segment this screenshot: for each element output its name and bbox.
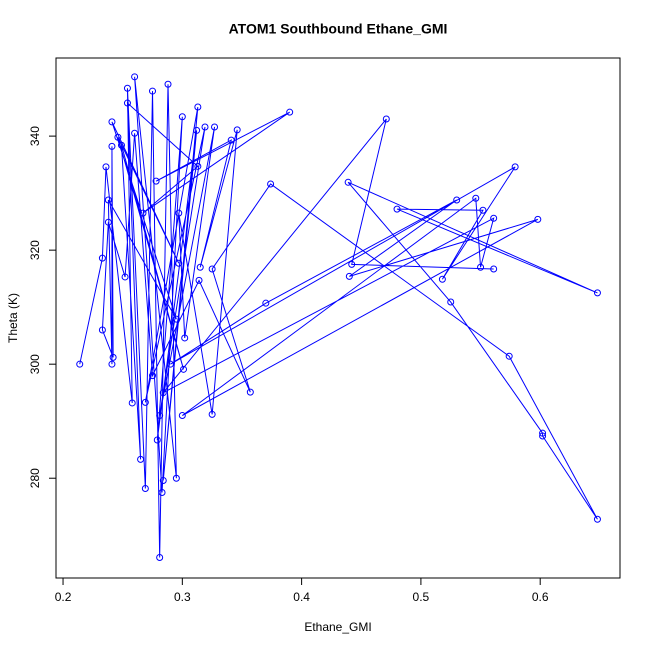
point (344, 178, 352, 186)
point (137, 455, 145, 463)
point (158, 488, 166, 496)
point (102, 163, 110, 171)
point (172, 315, 180, 323)
point (477, 263, 485, 271)
x-tick-label: 0.6 (532, 590, 549, 604)
point (156, 553, 164, 561)
series-line (79, 76, 598, 558)
point (453, 196, 461, 204)
y-axis-label: Theta (K) (6, 293, 20, 343)
y-tick-label: 340 (28, 126, 42, 146)
x-axis-label: Ethane_GMI (304, 620, 371, 634)
point (593, 515, 601, 523)
point (76, 360, 84, 368)
point (178, 412, 186, 419)
point (196, 263, 204, 271)
point (227, 136, 235, 144)
point (181, 334, 189, 342)
point (98, 254, 106, 262)
point (139, 209, 147, 217)
point (490, 265, 498, 273)
point (233, 126, 241, 134)
point (123, 99, 131, 107)
point (194, 103, 202, 111)
point (164, 80, 172, 88)
y-tick-label: 300 (28, 354, 42, 374)
point (539, 432, 547, 440)
point (156, 412, 164, 419)
point (193, 126, 201, 134)
point (262, 299, 270, 307)
plot-frame (55, 57, 621, 579)
point (153, 436, 161, 444)
point (104, 218, 112, 226)
point (511, 163, 519, 171)
point (438, 275, 446, 283)
point (479, 206, 487, 214)
point (149, 87, 157, 95)
x-tick-label: 0.5 (413, 590, 430, 604)
point (121, 273, 129, 281)
y-tick-label: 280 (28, 468, 42, 488)
x-tick-label: 0.3 (174, 590, 191, 604)
point (393, 205, 401, 213)
chart-title: ATOM1 Southbound Ethane_GMI (229, 21, 448, 37)
point (109, 353, 117, 361)
point (128, 399, 136, 407)
point (539, 429, 547, 437)
point (286, 108, 294, 116)
point (123, 84, 131, 92)
x-tick-label: 0.2 (55, 590, 72, 604)
point (490, 214, 498, 222)
point (108, 360, 116, 368)
point (166, 360, 174, 368)
point (447, 298, 455, 306)
point (98, 326, 106, 334)
point (505, 352, 513, 360)
point (114, 133, 122, 141)
x-tick-label: 0.4 (293, 590, 310, 604)
point (141, 398, 149, 406)
point (152, 177, 160, 185)
point (175, 259, 183, 267)
point (201, 123, 209, 131)
point (104, 196, 112, 204)
point (180, 365, 188, 373)
point (194, 162, 202, 170)
point (178, 113, 186, 121)
point (246, 388, 254, 396)
point (208, 265, 216, 273)
point (149, 372, 157, 380)
point (159, 389, 167, 397)
point (159, 477, 167, 484)
point (172, 474, 180, 482)
point (117, 141, 125, 149)
point (141, 484, 149, 492)
point (108, 142, 116, 150)
point (534, 215, 542, 223)
point (472, 194, 480, 202)
point (195, 276, 203, 284)
point (211, 123, 219, 131)
point (267, 180, 275, 188)
point (131, 129, 139, 137)
point (131, 73, 139, 81)
point (108, 118, 116, 126)
point (382, 115, 390, 123)
point (593, 289, 601, 297)
point (345, 272, 353, 280)
y-tick-label: 320 (28, 240, 42, 260)
point (175, 209, 183, 217)
point (348, 260, 356, 268)
point (208, 410, 216, 418)
